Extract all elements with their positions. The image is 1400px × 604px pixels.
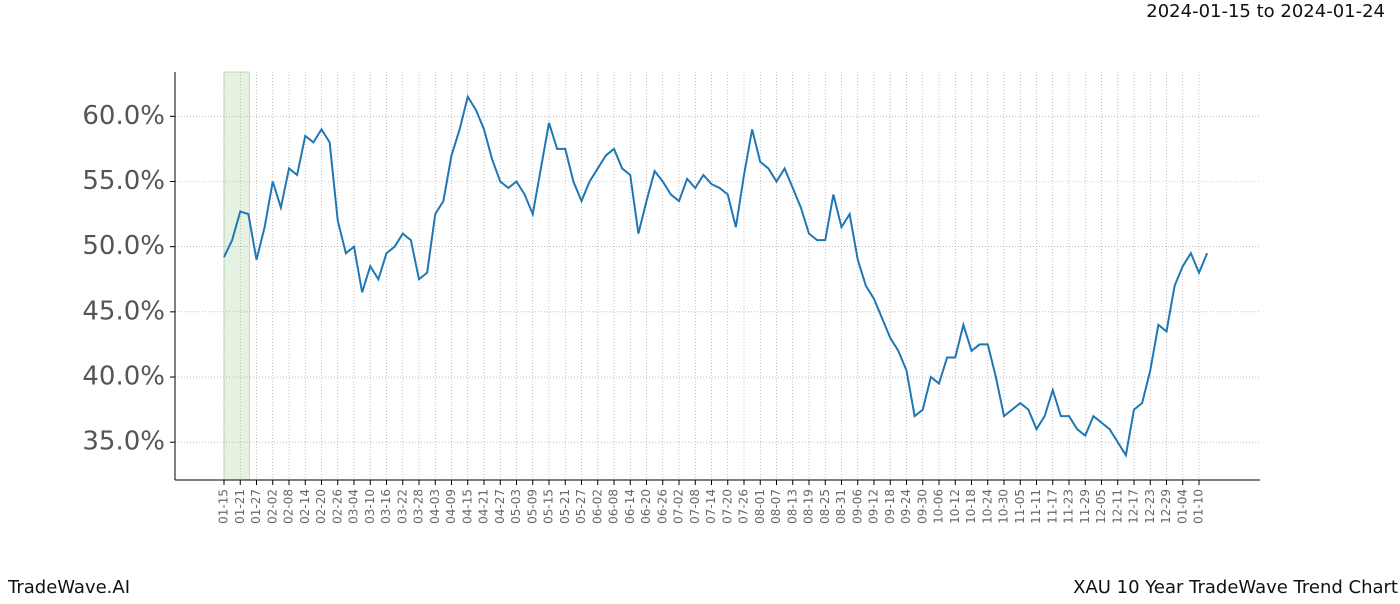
- x-tick-label: 05-03: [509, 489, 523, 524]
- y-tick-label: 40.0%: [82, 362, 165, 392]
- x-tick-label: 08-31: [834, 489, 848, 524]
- x-tick-label: 04-09: [444, 489, 458, 524]
- x-tick-label: 09-18: [883, 489, 897, 524]
- x-tick-label: 09-12: [867, 489, 881, 524]
- x-tick-label: 05-27: [574, 489, 588, 524]
- chart-name: XAU 10 Year TradeWave Trend Chart: [1073, 577, 1398, 598]
- y-tick-label: 35.0%: [82, 427, 165, 457]
- x-tick-label: 10-12: [948, 489, 962, 524]
- x-tick-label: 05-21: [558, 489, 572, 524]
- x-tick-label: 11-29: [1078, 489, 1092, 524]
- x-tick-label: 11-05: [1013, 489, 1027, 524]
- x-tick-label: 01-21: [233, 489, 247, 524]
- x-tick-label: 03-22: [395, 489, 409, 524]
- x-tick-label: 12-23: [1143, 489, 1157, 524]
- x-tick-label: 04-21: [477, 489, 491, 524]
- x-tick-label: 03-04: [347, 489, 361, 524]
- x-tick-label: 12-17: [1127, 489, 1141, 524]
- x-tick-label: 08-13: [785, 489, 799, 524]
- x-tick-label: 07-02: [672, 489, 686, 524]
- x-tick-label: 08-01: [753, 489, 767, 524]
- x-tick-label: 02-14: [298, 489, 312, 524]
- x-tick-label: 06-20: [639, 489, 653, 524]
- x-tick-label: 01-04: [1175, 489, 1189, 524]
- highlight-span: [223, 71, 250, 481]
- x-tick-label: 08-19: [802, 489, 816, 524]
- x-tick-label: 12-11: [1110, 489, 1124, 524]
- x-tick-label: 07-20: [720, 489, 734, 524]
- x-tick-label: 05-09: [525, 489, 539, 524]
- x-tick-label: 04-03: [428, 489, 442, 524]
- x-tick-label: 12-29: [1159, 489, 1173, 524]
- brand: TradeWave.AI: [7, 577, 130, 598]
- x-tick-label: 10-24: [980, 489, 994, 524]
- date-range: 2024-01-15 to 2024-01-24: [1146, 1, 1385, 22]
- x-tick-label: 08-25: [818, 489, 832, 524]
- y-tick-label: 60.0%: [82, 101, 165, 131]
- x-tick-label: 03-16: [379, 489, 393, 524]
- x-tick-label: 01-27: [249, 489, 263, 524]
- x-tick-label: 11-23: [1062, 489, 1076, 524]
- x-tick-label: 10-06: [932, 489, 946, 524]
- y-tick-label: 50.0%: [82, 231, 165, 261]
- x-tick-label: 04-27: [493, 489, 507, 524]
- x-tick-label: 05-15: [542, 489, 556, 524]
- x-tick-label: 02-02: [265, 489, 279, 524]
- y-tick-label: 45.0%: [82, 296, 165, 326]
- x-tick-label: 10-30: [997, 489, 1011, 524]
- x-tick-label: 02-26: [330, 489, 344, 524]
- x-tick-label: 04-15: [460, 489, 474, 524]
- x-tick-label: 06-08: [607, 489, 621, 524]
- x-tick-label: 01-15: [217, 489, 231, 524]
- x-tick-label: 03-28: [412, 489, 426, 524]
- x-tick-label: 02-20: [314, 489, 328, 524]
- trend-line: [223, 94, 1209, 458]
- y-tick-label: 55.0%: [82, 166, 165, 196]
- x-tick-label: 08-07: [769, 489, 783, 524]
- x-tick-label: 06-14: [623, 489, 637, 524]
- x-tick-label: 07-14: [704, 489, 718, 524]
- x-tick-label: 11-17: [1045, 489, 1059, 524]
- x-tick-label: 09-30: [915, 489, 929, 524]
- x-tick-label: 07-26: [737, 489, 751, 524]
- x-tick-label: 01-10: [1192, 489, 1206, 524]
- x-tick-label: 09-24: [899, 489, 913, 524]
- x-tick-label: 11-11: [1029, 489, 1043, 524]
- x-tick-label: 12-05: [1094, 489, 1108, 524]
- x-tick-label: 06-26: [655, 489, 669, 524]
- x-tick-label: 06-02: [590, 489, 604, 524]
- x-tick-label: 03-10: [363, 489, 377, 524]
- x-tick-label: 02-08: [282, 489, 296, 524]
- x-tick-label: 10-18: [964, 489, 978, 524]
- x-tick-label: 09-06: [850, 489, 864, 524]
- x-tick-label: 07-08: [688, 489, 702, 524]
